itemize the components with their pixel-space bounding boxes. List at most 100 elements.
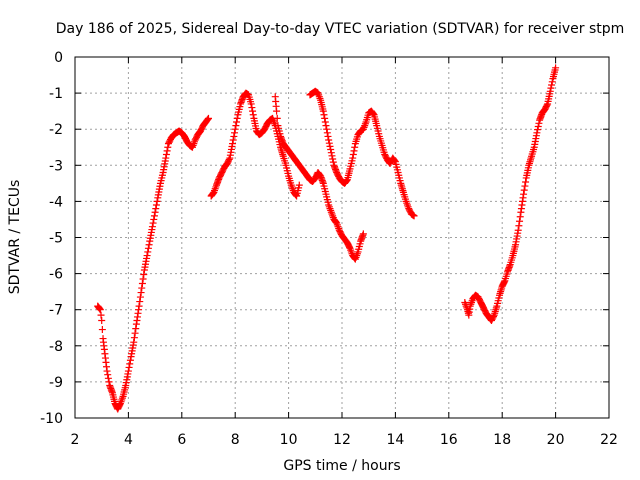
- x-tick-label: 8: [231, 432, 240, 448]
- data-point: [490, 312, 498, 320]
- y-tick-label: -3: [49, 158, 63, 174]
- y-tick-label: -10: [40, 411, 63, 427]
- data-point: [534, 122, 542, 130]
- data-point: [350, 147, 358, 155]
- data-point: [151, 208, 159, 216]
- data-point: [543, 101, 551, 109]
- data-point: [138, 280, 146, 288]
- data-point: [552, 64, 560, 72]
- y-tick-label: -1: [49, 86, 63, 102]
- data-point: [391, 157, 399, 165]
- data-point: [326, 142, 334, 150]
- data-point: [229, 136, 237, 144]
- data-series: [94, 64, 560, 413]
- data-point: [144, 244, 152, 252]
- data-point: [96, 306, 104, 314]
- series-segment-1: [94, 114, 212, 413]
- data-point: [247, 100, 255, 108]
- data-point: [143, 252, 151, 260]
- x-tick-label: 16: [440, 432, 458, 448]
- data-point: [144, 248, 152, 256]
- y-axis-label: SDTVAR / TECUs: [7, 180, 23, 295]
- x-tick-label: 20: [547, 432, 565, 448]
- data-point: [546, 87, 554, 95]
- x-tick-label: 14: [386, 432, 404, 448]
- data-point: [98, 317, 106, 325]
- y-tick-label: -4: [49, 194, 63, 210]
- series-segment-4: [306, 87, 418, 220]
- data-point: [321, 118, 329, 126]
- data-point: [98, 326, 106, 334]
- data-point: [225, 155, 233, 163]
- data-point: [103, 367, 111, 375]
- data-point: [126, 360, 134, 368]
- data-point: [149, 219, 157, 227]
- data-point: [319, 107, 327, 115]
- data-point: [230, 132, 238, 140]
- data-point: [535, 119, 543, 127]
- y-tick-label: -2: [49, 122, 63, 138]
- data-point: [547, 84, 555, 92]
- data-point: [162, 154, 170, 162]
- data-point: [132, 325, 140, 333]
- data-point: [139, 275, 147, 283]
- axis-ticks: [74, 56, 610, 419]
- data-point: [548, 78, 556, 86]
- data-point: [516, 217, 524, 225]
- data-point: [104, 374, 112, 382]
- data-point: [349, 154, 357, 162]
- data-point: [328, 152, 336, 160]
- data-point: [164, 143, 172, 151]
- x-axis-label: GPS time / hours: [283, 458, 400, 474]
- data-point: [521, 182, 529, 190]
- x-tick-label: 2: [71, 432, 80, 448]
- data-point: [150, 212, 158, 220]
- data-point: [249, 111, 257, 119]
- data-point: [231, 125, 239, 133]
- data-point: [105, 378, 113, 386]
- data-point: [321, 114, 329, 122]
- data-point: [295, 181, 303, 189]
- data-point: [520, 186, 528, 194]
- y-tick-label: -7: [49, 303, 63, 319]
- data-point: [522, 178, 530, 186]
- data-point: [325, 139, 333, 147]
- data-point: [324, 132, 332, 140]
- data-point: [349, 150, 357, 158]
- data-point: [248, 104, 256, 112]
- data-point: [520, 190, 528, 198]
- data-point: [153, 197, 161, 205]
- data-point: [124, 367, 132, 375]
- chart-title: Day 186 of 2025, Sidereal Day-to-day VTE…: [56, 21, 625, 37]
- data-point: [145, 241, 153, 249]
- data-point: [249, 107, 257, 115]
- y-tick-label: -5: [49, 231, 63, 247]
- data-point: [514, 226, 522, 234]
- data-point: [516, 213, 524, 221]
- data-point: [138, 284, 146, 292]
- data-point: [233, 118, 241, 126]
- data-point: [329, 155, 337, 163]
- x-tick-label: 10: [280, 432, 298, 448]
- data-point: [130, 334, 138, 342]
- data-point: [148, 223, 156, 231]
- x-tick-label: 4: [124, 432, 133, 448]
- data-point: [163, 147, 171, 155]
- data-point: [329, 158, 337, 166]
- data-point: [273, 107, 281, 115]
- series-segment-2: [207, 89, 303, 200]
- data-point: [205, 114, 212, 122]
- data-point: [126, 356, 134, 364]
- series-segment-5: [461, 64, 560, 325]
- data-point: [136, 293, 144, 301]
- x-tick-label: 6: [177, 432, 186, 448]
- data-point: [327, 146, 335, 154]
- data-point: [322, 122, 330, 130]
- series-segment-3: [271, 93, 367, 263]
- data-point: [204, 115, 212, 123]
- data-point: [140, 271, 148, 279]
- data-point: [325, 136, 333, 144]
- data-point: [351, 143, 359, 151]
